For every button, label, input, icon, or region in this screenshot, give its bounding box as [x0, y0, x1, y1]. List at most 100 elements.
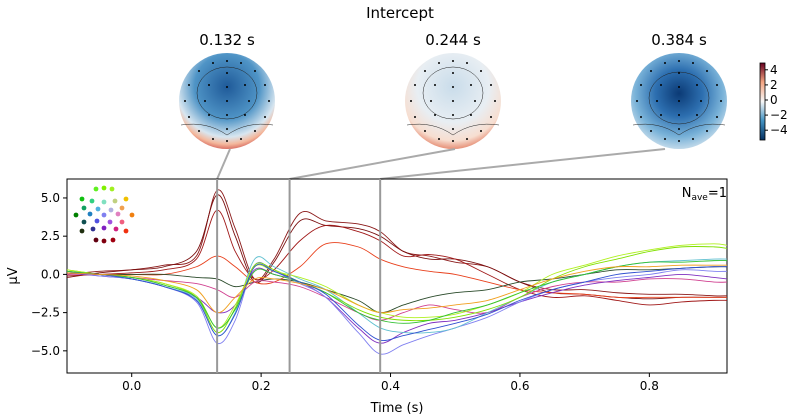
sensor-dot [226, 60, 228, 62]
sensor-dot [716, 84, 718, 86]
sensor-legend-dot [119, 205, 125, 211]
sensor-dot [678, 60, 680, 62]
sensor-dot [640, 84, 642, 86]
sensor-dot [212, 62, 214, 64]
topomap-2: 0.384 s [631, 31, 727, 149]
sensor-dot [678, 140, 680, 142]
sensor-dot [678, 72, 680, 74]
sensor-dot [204, 100, 206, 102]
x-tick-label: 0.0 [122, 379, 141, 393]
sensor-dot [692, 62, 694, 64]
sensor-dot [424, 130, 426, 132]
y-axis-label: µV [6, 267, 21, 284]
y-tick-label: 5.0 [41, 191, 60, 205]
sensor-dot [696, 84, 698, 86]
sensor-legend-dot [123, 228, 129, 234]
sensor-legend-dot [101, 238, 107, 244]
sensor-dot [268, 100, 270, 102]
sensor-dot [434, 114, 436, 116]
sensor-legend-dot [113, 226, 119, 232]
sensor-dot [664, 138, 666, 140]
sensor-dot [480, 130, 482, 132]
sensor-legend-dot [90, 226, 96, 232]
colorbar-tick-label: 2 [770, 78, 778, 92]
topomap-time-label: 0.244 s [425, 31, 481, 49]
colorbar-tick-label: −4 [770, 123, 788, 137]
trace-line-4 [67, 266, 727, 314]
sensor-dot [490, 84, 492, 86]
sensor-dot [438, 138, 440, 140]
sensor-legend-dot [101, 225, 107, 231]
sensor-dot [414, 84, 416, 86]
sensor-dot [434, 84, 436, 86]
sensor-dot [452, 128, 454, 130]
sensor-dot [414, 116, 416, 118]
sensor-dot [678, 128, 680, 130]
x-tick-label: 0.4 [381, 379, 400, 393]
sensor-dot [430, 100, 432, 102]
sensor-dot [474, 100, 476, 102]
sensor-dot [720, 100, 722, 102]
sensor-dot [660, 114, 662, 116]
colorbar-tick-label: 4 [770, 63, 778, 77]
sensor-dot [706, 130, 708, 132]
sensor-legend-dot [110, 237, 116, 243]
sensor-dot [678, 86, 680, 88]
nave-label: Nave=1 [682, 186, 727, 203]
sensor-legend-dot [73, 212, 79, 218]
topomap-1: 0.244 s [405, 31, 501, 149]
sensor-legend-dot [81, 219, 87, 225]
sensor-dot [226, 72, 228, 74]
topomap-connector [380, 148, 666, 180]
sensor-dot [696, 114, 698, 116]
sensor-dot [198, 130, 200, 132]
colorbar-tick-label: −2 [770, 108, 788, 122]
sensor-dot [660, 84, 662, 86]
sensor-dot [466, 62, 468, 64]
sensor-dot [226, 86, 228, 88]
sensor-legend-dot [101, 199, 107, 205]
sensor-legend-dot [95, 206, 101, 212]
x-axis-label: Time (s) [370, 401, 424, 416]
topomap-time-label: 0.384 s [651, 31, 707, 49]
sensor-dot [470, 84, 472, 86]
y-tick-label: 2.5 [41, 229, 60, 243]
sensor-legend-dot [94, 218, 100, 224]
topomap-contour [180, 123, 274, 136]
sensor-legend-dot [79, 196, 85, 202]
trace-line-11 [67, 260, 727, 329]
trace-line-13 [67, 264, 727, 314]
sensor-dot [424, 70, 426, 72]
sensor-dot [226, 128, 228, 130]
sensor-dot [188, 84, 190, 86]
sensor-legend-dot [89, 198, 95, 204]
sensor-dot [188, 116, 190, 118]
sensor-legend-dot [87, 211, 93, 217]
sensor-legend-dot [108, 207, 114, 213]
sensor-dot [198, 70, 200, 72]
sensor-legend-dot [112, 198, 118, 204]
sensor-dot [244, 84, 246, 86]
sensor-legend-dot [119, 219, 125, 225]
sensor-dot [226, 100, 228, 102]
y-tick-label: −5.0 [31, 344, 60, 358]
sensor-dot [452, 86, 454, 88]
sensor-dot [636, 100, 638, 102]
y-tick-label: 0.0 [41, 267, 60, 281]
sensor-dot [208, 114, 210, 116]
sensor-dot [438, 62, 440, 64]
sensor-dot [700, 100, 702, 102]
sensor-dot [656, 100, 658, 102]
trace-line-7 [67, 261, 727, 355]
sensor-dot [452, 60, 454, 62]
sensor-dot [244, 114, 246, 116]
sensor-dot [490, 116, 492, 118]
topomap-connector [289, 148, 456, 180]
sensor-dot [706, 70, 708, 72]
sensor-dot [466, 138, 468, 140]
sensor-dot [452, 140, 454, 142]
sensor-dot [240, 62, 242, 64]
plot-frame [66, 178, 728, 374]
trace-line-2 [67, 209, 727, 306]
sensor-dot [470, 114, 472, 116]
